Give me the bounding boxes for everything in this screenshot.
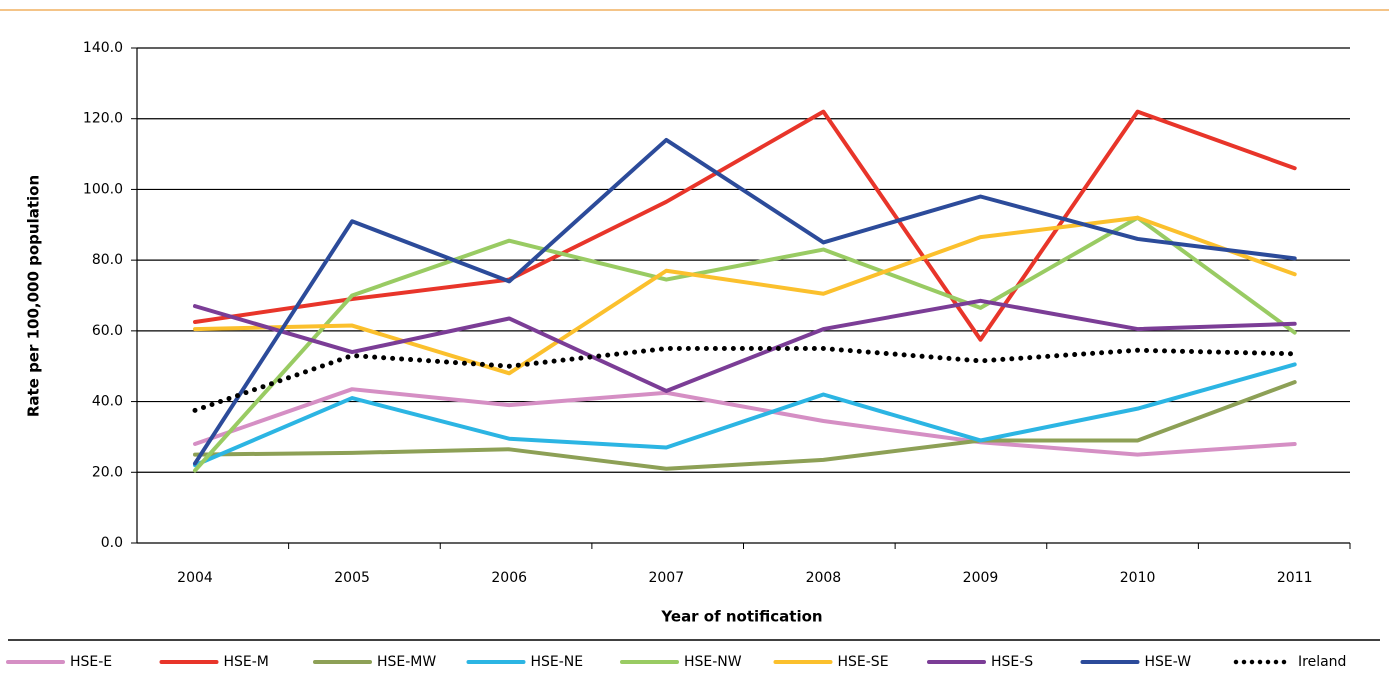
x-axis-title: Year of notification [660,608,822,626]
y-tick-label: 20.0 [92,464,123,480]
x-tick-label: 2009 [963,570,999,586]
legend-label: HSE-S [991,654,1033,670]
x-tick-label: 2011 [1277,570,1313,586]
y-tick-label: 80.0 [92,252,123,268]
y-tick-label: 100.0 [83,181,123,197]
legend-label: HSE-MW [377,654,436,670]
series-line [193,215,1297,376]
legend-label: HSE-E [70,654,112,670]
x-tick-label: 2010 [1120,570,1156,586]
legend-label: HSE-NW [684,654,742,670]
series-line [193,380,1297,471]
legend-label: HSE-M [224,654,269,670]
y-tick-label: 40.0 [92,394,123,410]
y-tick-label: 140.0 [83,40,123,56]
x-tick-label: 2008 [806,570,842,586]
legend-label: HSE-NE [531,654,584,670]
series-line [193,387,1297,457]
y-tick-label: 60.0 [92,323,123,339]
legend-label: Ireland [1298,654,1346,670]
legend-label: HSE-W [1145,654,1192,670]
series-line [193,137,1297,466]
legend-label: HSE-SE [838,654,889,670]
x-tick-label: 2004 [177,570,213,586]
x-tick-label: 2007 [648,570,684,586]
x-tick-label: 2006 [491,570,527,586]
series-line [193,215,1297,473]
series-line [192,346,1298,413]
series-line [193,362,1297,468]
y-tick-label: 0.0 [101,535,123,551]
y-axis-title: Rate per 100,000 population [25,175,43,417]
series-line [193,109,1297,342]
x-tick-label: 2005 [334,570,370,586]
series-line [193,298,1297,393]
y-tick-label: 120.0 [83,111,123,127]
